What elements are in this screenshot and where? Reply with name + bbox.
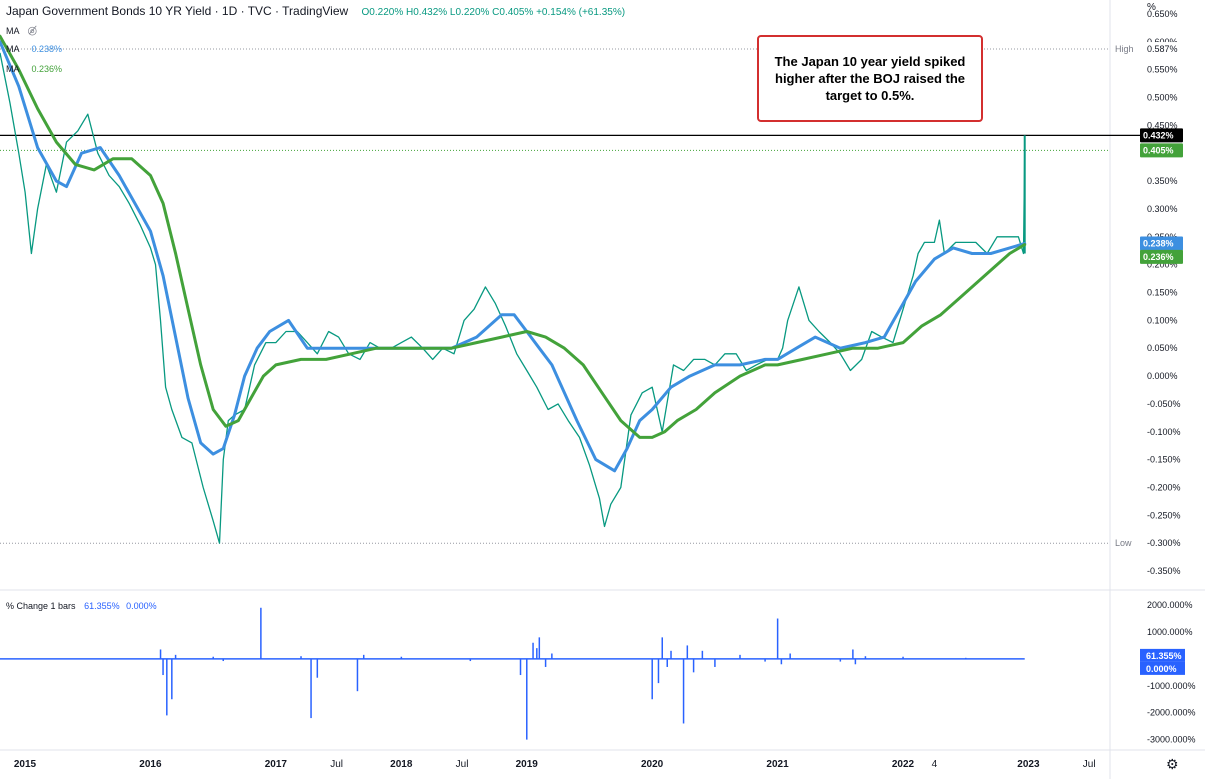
y-tick-label: 0.000%: [1147, 371, 1178, 381]
y-tick-label: 0.450%: [1147, 120, 1178, 130]
high-label: High: [1115, 44, 1134, 54]
pct-badge2-bg: [1140, 661, 1185, 675]
x-tick-label: Jul: [1083, 759, 1096, 770]
last-price-badge: 0.432%: [1143, 130, 1174, 140]
last-price-badge-bg: [1140, 128, 1183, 143]
eye-off-icon[interactable]: ◎̸: [27, 25, 38, 37]
y-tick-label: 0.300%: [1147, 204, 1178, 214]
price-series-line: [0, 52, 1026, 544]
low-value-label: -0.300%: [1147, 538, 1181, 548]
ma-legend-row-2[interactable]: MA 0.238%: [6, 44, 62, 54]
pct-badge2-value: 0.000%: [1146, 664, 1177, 674]
y-tick-label: -0.150%: [1147, 455, 1181, 465]
sub-y-tick-label: -1000.000%: [1147, 681, 1196, 691]
indicator-value-2: 0.000%: [126, 601, 157, 611]
indicator-label: % Change 1 bars: [6, 601, 76, 611]
ma-legend-row-1[interactable]: MA ◎̸: [6, 24, 40, 37]
sub-y-tick-label: 1000.000%: [1147, 627, 1193, 637]
sub-y-tick-label: 2000.000%: [1147, 600, 1193, 610]
y-tick-label: -0.200%: [1147, 483, 1181, 493]
y-tick-label: 0.500%: [1147, 93, 1178, 103]
ma-label: MA: [6, 64, 20, 74]
low-label-bg: [1112, 536, 1182, 551]
chart-header: Japan Government Bonds 10 YR Yield · 1D …: [6, 4, 625, 18]
pct-badge-bg: [1140, 648, 1185, 662]
x-tick-label: Jul: [330, 759, 343, 770]
low-label: Low: [1115, 538, 1132, 548]
y-tick-label: 0.600%: [1147, 37, 1178, 47]
y-tick-label: 0.350%: [1147, 176, 1178, 186]
x-tick-label: 2016: [139, 759, 162, 770]
y-tick-label: 0.650%: [1147, 9, 1178, 19]
close-price-badge-bg: [1140, 143, 1183, 158]
ma-legend-row-3[interactable]: MA 0.236%: [6, 64, 62, 74]
gear-icon[interactable]: ⚙: [1166, 756, 1179, 772]
axis-unit: %: [1147, 2, 1156, 13]
ma-label: MA: [6, 26, 20, 36]
x-tick-label: 2017: [265, 759, 288, 770]
ma-blue-badge: 0.238%: [1143, 238, 1174, 248]
y-tick-label: 0.150%: [1147, 288, 1178, 298]
y-tick-label: -0.350%: [1147, 566, 1181, 576]
ma-blue-badge-bg: [1140, 236, 1183, 251]
annotation-box[interactable]: The Japan 10 year yield spiked higher af…: [757, 35, 983, 122]
high-value-label: 0.587%: [1147, 44, 1178, 54]
high-label-bg: [1112, 42, 1182, 57]
indicator-header[interactable]: % Change 1 bars 61.355% 0.000%: [6, 601, 157, 611]
x-tick-label: 2015: [14, 759, 37, 770]
x-tick-label: 2018: [390, 759, 413, 770]
sub-y-tick-label: -2000.000%: [1147, 708, 1196, 718]
ma-value: 0.236%: [31, 64, 63, 74]
x-tick-label: 2023: [1017, 759, 1040, 770]
y-tick-label: -0.100%: [1147, 427, 1181, 437]
pct-badge-value: 61.355%: [1146, 651, 1182, 661]
ma-blue-line: [0, 40, 1027, 473]
x-tick-label: Jul: [456, 759, 469, 770]
x-tick-label: 4: [932, 759, 938, 770]
x-tick-label: 2022: [892, 759, 915, 770]
ma-green-badge-bg: [1140, 249, 1183, 264]
sub-y-tick-label: -3000.000%: [1147, 735, 1196, 745]
x-tick-label: 2019: [516, 759, 539, 770]
symbol-title[interactable]: Japan Government Bonds 10 YR Yield · 1D …: [6, 4, 349, 18]
y-tick-label: 0.050%: [1147, 343, 1178, 353]
ohlc-values: O0.220% H0.432% L0.220% C0.405% +0.154% …: [361, 7, 626, 18]
y-tick-label: 0.200%: [1147, 260, 1178, 270]
close-price-badge: 0.405%: [1143, 145, 1174, 155]
ma-value: 0.238%: [31, 44, 63, 54]
y-tick-label: 0.550%: [1147, 65, 1178, 75]
ma-label: MA: [6, 44, 20, 54]
indicator-value: 61.355%: [84, 601, 120, 611]
y-tick-label: -0.050%: [1147, 399, 1181, 409]
x-tick-label: 2021: [766, 759, 789, 770]
ma-green-badge: 0.236%: [1143, 252, 1174, 262]
y-tick-label: 0.100%: [1147, 315, 1178, 325]
ma-green-line: [0, 34, 1027, 439]
x-tick-label: 2020: [641, 759, 664, 770]
y-tick-label: -0.250%: [1147, 510, 1181, 520]
